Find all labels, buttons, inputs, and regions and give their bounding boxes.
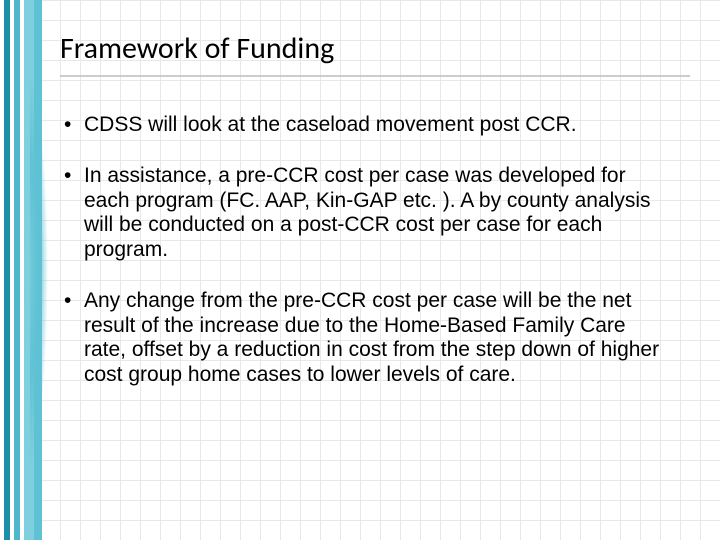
slide-content: Framework of Funding CDSS will look at t…	[60, 30, 690, 414]
bullet-list: CDSS will look at the caseload movement …	[60, 113, 690, 388]
slide-title: Framework of Funding	[60, 30, 690, 67]
title-underline	[60, 75, 690, 77]
left-accent-decoration	[0, 0, 42, 540]
list-item: In assistance, a pre-CCR cost per case w…	[84, 164, 664, 263]
list-item: Any change from the pre-CCR cost per cas…	[84, 289, 664, 388]
list-item: CDSS will look at the caseload movement …	[84, 113, 664, 138]
